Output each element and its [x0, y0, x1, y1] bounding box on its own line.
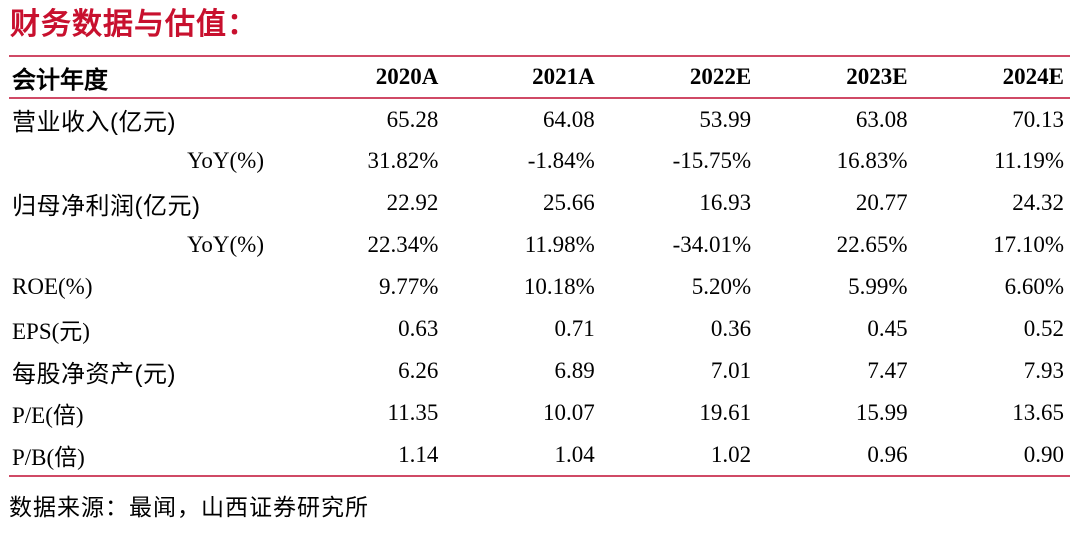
table-header-row: 会计年度 2020A 2021A 2022E 2023E 2024E — [9, 56, 1070, 98]
cell-value: -1.84% — [527, 148, 595, 173]
header-2020a: 2020A — [375, 64, 439, 89]
cell-value: 0.45 — [867, 316, 908, 341]
table-row-net-profit-yoy: YoY(%) 22.34% 11.98% -34.01% 22.65% 17.1… — [9, 224, 1070, 266]
cell-value: 0.71 — [554, 316, 595, 341]
row-label: YoY(%) — [187, 232, 264, 257]
cell-value: 17.10% — [993, 232, 1064, 257]
cell-value: 20.77 — [855, 190, 908, 215]
header-2022e: 2022E — [689, 64, 752, 89]
cell-value: 11.98% — [524, 232, 595, 257]
table-row-revenue-yoy: YoY(%) 31.82% -1.84% -15.75% 16.83% 11.1… — [9, 140, 1070, 182]
row-label: 每股净资产(元) — [12, 360, 176, 388]
financial-valuation-table: 会计年度 2020A 2021A 2022E 2023E 2024E 营业收入(… — [9, 55, 1070, 477]
cell-value: 10.18% — [523, 274, 595, 299]
header-2021a: 2021A — [532, 64, 595, 89]
row-label: ROE(%) — [12, 274, 93, 299]
cell-value: 22.92 — [386, 190, 439, 215]
cell-value: 24.32 — [1012, 190, 1064, 215]
cell-value: 0.90 — [1023, 441, 1064, 467]
cell-value: 1.02 — [710, 441, 752, 467]
cell-value: 0.52 — [1023, 316, 1064, 341]
cell-value: 11.35 — [387, 400, 439, 425]
cell-value: 1.14 — [398, 441, 439, 467]
section-title: 财务数据与估值： — [10, 8, 258, 41]
cell-value: 64.08 — [543, 106, 595, 132]
cell-value: 22.65% — [836, 232, 908, 257]
row-label: 归母净利润(亿元) — [12, 192, 201, 220]
cell-value: 10.07 — [543, 400, 595, 425]
cell-value: -34.01% — [672, 232, 752, 257]
cell-value: 7.93 — [1023, 358, 1064, 383]
cell-value: 15.99 — [855, 400, 908, 425]
row-label: 营业收入(亿元) — [12, 109, 176, 136]
cell-value: 25.66 — [543, 190, 595, 215]
cell-value: 5.20% — [691, 274, 752, 299]
header-2024e: 2024E — [1002, 64, 1064, 89]
cell-value: 6.60% — [1004, 274, 1064, 299]
row-label: P/E(倍) — [12, 403, 84, 428]
cell-value: 1.04 — [554, 441, 595, 467]
table-row-roe: ROE(%) 9.77% 10.18% 5.20% 5.99% 6.60% — [9, 266, 1070, 308]
cell-value: 9.77% — [378, 274, 439, 299]
cell-value: 6.89 — [554, 358, 595, 383]
row-label: P/B(倍) — [12, 444, 85, 470]
header-2023e: 2023E — [846, 64, 908, 89]
cell-value: 70.13 — [1012, 106, 1064, 132]
cell-value: 16.93 — [699, 190, 752, 215]
row-label: EPS(元) — [12, 319, 90, 344]
cell-value: 7.01 — [710, 358, 752, 383]
cell-value: -15.75% — [672, 148, 752, 173]
cell-value: 6.26 — [398, 358, 439, 383]
table-row-bvps: 每股净资产(元) 6.26 6.89 7.01 7.47 7.93 — [9, 350, 1070, 392]
row-label: YoY(%) — [187, 148, 264, 173]
table-row-pb: P/B(倍) 1.14 1.04 1.02 0.96 0.90 — [9, 434, 1070, 476]
data-source-note: 数据来源：最闻，山西证券研究所 — [9, 494, 369, 520]
cell-value: 19.61 — [699, 400, 752, 425]
cell-value: 53.99 — [699, 106, 752, 132]
cell-value: 0.36 — [710, 316, 752, 341]
table-row-eps: EPS(元) 0.63 0.71 0.36 0.45 0.52 — [9, 308, 1070, 350]
cell-value: 7.47 — [867, 358, 908, 383]
cell-value: 11.19% — [993, 148, 1064, 173]
cell-value: 0.63 — [398, 316, 439, 341]
cell-value: 65.28 — [386, 106, 439, 132]
table-row-revenue: 营业收入(亿元) 65.28 64.08 53.99 63.08 70.13 — [9, 98, 1070, 140]
header-fiscal-year: 会计年度 — [12, 66, 108, 94]
cell-value: 0.96 — [867, 441, 908, 467]
cell-value: 22.34% — [367, 232, 439, 257]
table-row-net-profit: 归母净利润(亿元) 22.92 25.66 16.93 20.77 24.32 — [9, 182, 1070, 224]
cell-value: 5.99% — [848, 274, 908, 299]
cell-value: 63.08 — [855, 106, 908, 132]
table-row-pe: P/E(倍) 11.35 10.07 19.61 15.99 13.65 — [9, 392, 1070, 434]
cell-value: 13.65 — [1012, 400, 1064, 425]
cell-value: 31.82% — [367, 148, 439, 173]
cell-value: 16.83% — [836, 148, 908, 173]
